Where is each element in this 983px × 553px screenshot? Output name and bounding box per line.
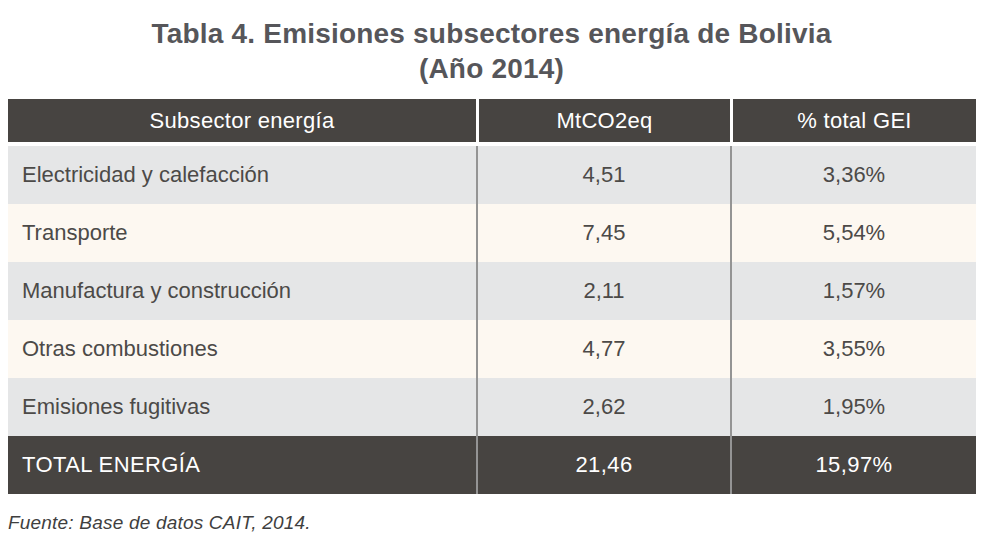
row-label: Emisiones fugitivas bbox=[8, 378, 476, 436]
row-pct: 5,54% bbox=[730, 204, 976, 262]
table-title-line1: Tabla 4. Emisiones subsectores energía d… bbox=[0, 16, 983, 51]
row-pct: 3,55% bbox=[730, 320, 976, 378]
header-cell-pct-gei: % total GEI bbox=[730, 99, 976, 142]
row-label: Manufactura y construcción bbox=[8, 262, 476, 320]
source-note: Fuente: Base de datos CAIT, 2014. bbox=[8, 512, 311, 534]
table-row: Otras combustiones 4,77 3,55% bbox=[8, 320, 976, 378]
table-total-row: TOTAL ENERGÍA 21,46 15,97% bbox=[8, 436, 976, 494]
emissions-table: Subsector energía MtCO2eq % total GEI El… bbox=[8, 99, 976, 494]
row-mtco2eq: 4,51 bbox=[476, 146, 730, 204]
row-label: Electricidad y calefacción bbox=[8, 146, 476, 204]
row-mtco2eq: 7,45 bbox=[476, 204, 730, 262]
table-header-row: Subsector energía MtCO2eq % total GEI bbox=[8, 99, 976, 146]
header-cell-subsector: Subsector energía bbox=[8, 99, 476, 142]
total-mtco2eq: 21,46 bbox=[476, 436, 730, 494]
row-mtco2eq: 4,77 bbox=[476, 320, 730, 378]
row-pct: 1,95% bbox=[730, 378, 976, 436]
total-label: TOTAL ENERGÍA bbox=[8, 436, 476, 494]
table-row: Manufactura y construcción 2,11 1,57% bbox=[8, 262, 976, 320]
row-pct: 1,57% bbox=[730, 262, 976, 320]
row-label: Otras combustiones bbox=[8, 320, 476, 378]
row-mtco2eq: 2,11 bbox=[476, 262, 730, 320]
row-mtco2eq: 2,62 bbox=[476, 378, 730, 436]
table-row: Emisiones fugitivas 2,62 1,95% bbox=[8, 378, 976, 436]
table-title-line2: (Año 2014) bbox=[0, 51, 983, 86]
header-cell-mtco2eq: MtCO2eq bbox=[476, 99, 730, 142]
table-row: Transporte 7,45 5,54% bbox=[8, 204, 976, 262]
row-pct: 3,36% bbox=[730, 146, 976, 204]
document-page: Tabla 4. Emisiones subsectores energía d… bbox=[0, 0, 983, 553]
table-row: Electricidad y calefacción 4,51 3,36% bbox=[8, 146, 976, 204]
row-label: Transporte bbox=[8, 204, 476, 262]
total-pct: 15,97% bbox=[730, 436, 976, 494]
table-title: Tabla 4. Emisiones subsectores energía d… bbox=[0, 16, 983, 86]
